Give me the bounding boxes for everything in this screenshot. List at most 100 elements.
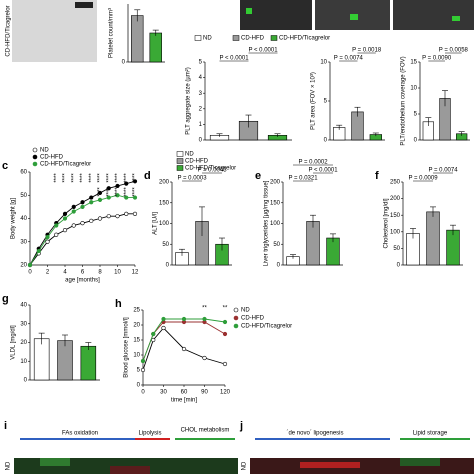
legend-label: ND [203,36,212,42]
y-tick-label: 10 [320,60,327,66]
data-point [80,221,85,226]
y-tick-label: 0 [24,378,28,384]
panel-letter: j [239,420,243,432]
significance-stars: **** [124,187,130,197]
y-axis-label: VLDL [mg/dl] [11,325,17,360]
group-label: ´de novo´ lipogenesis [286,431,343,437]
panel-letter: e [255,170,261,182]
data-point [222,319,228,325]
panel-letter: i [4,420,7,432]
y-tick-label: 2 [199,106,203,112]
bar [306,221,320,266]
data-point [27,262,33,268]
data-point [80,200,85,205]
y-tick-label: 10 [133,353,140,359]
x-tick-label: 0 [28,270,32,276]
data-point [97,197,103,202]
micrograph [240,0,312,30]
y-tick-label: 0 [122,60,126,66]
data-point [45,235,50,240]
y-tick-label: 0 [199,138,203,144]
group-label: Lipid storage [413,431,448,437]
data-point [151,331,156,337]
data-point [132,179,138,184]
significance-stars: **** [98,173,104,183]
micrograph [12,0,97,62]
y-tick-label: 0 [397,263,401,269]
significance-stars: **** [106,173,112,183]
data-point [115,183,120,189]
data-point [202,355,207,361]
y-tick-label: 0 [414,138,418,144]
legend-label: ND [241,308,250,314]
x-tick-label: 4 [63,270,67,276]
legend-swatch [176,165,184,171]
data-point [106,214,111,219]
legend-label: ND [40,148,49,154]
y-axis-label: ALT [U/l] [153,212,159,235]
y-axis-label: PLT aggregate size (µm²) [186,67,192,135]
legend-swatch [176,151,184,157]
data-point [106,195,111,200]
p-value: P = 0.0321 [288,176,318,182]
significance-stars: **** [80,173,86,183]
y-tick-label: 3 [199,91,203,97]
y-tick-label: 50 [273,242,280,248]
significance-stars: **** [133,173,139,183]
legend-swatch [194,35,202,41]
significance-stars: **** [98,187,104,197]
y-tick-label: 250 [390,180,401,186]
y-tick-label: 200 [159,180,170,186]
bar [33,338,50,381]
y-tick-label: 5 [199,60,203,66]
data-point [97,216,103,221]
legend-label: CD-HFD [185,159,209,165]
y-axis-label: Liver triglycerides [µg/mg tissue] [264,180,270,266]
data-point [161,325,166,331]
significance-stars: **** [115,187,121,197]
data-point [89,195,94,200]
y-axis-label: Cholesterol [mg/dl] [384,198,390,248]
legend-marker [233,315,239,321]
data-point [115,193,120,198]
legend-label: CD-HFD/Ticagrelor [40,162,91,168]
panel-letter: g [2,293,9,305]
legend-label: CD-HFD/Ticagrelor [185,166,236,172]
data-point [124,195,129,200]
y-tick-label: 15 [133,338,140,344]
p-value: P = 0.0043 [197,168,227,174]
y-tick-label: 0 [324,138,328,144]
p-value: P < 0.0001 [308,168,338,174]
y-tick-label: 15 [410,60,417,66]
y-tick-label: 150 [159,200,170,206]
data-point [181,346,187,352]
bar [426,211,440,266]
p-value: P = 0.0074 [334,56,364,62]
x-tick-label: 2 [46,270,50,276]
significance-stars: **** [124,173,130,183]
p-value: P < 0.0001 [248,48,278,54]
data-point [71,209,76,214]
y-tick-label: 1 [199,122,203,128]
group-label: FAs oxidation [62,431,98,437]
legend-marker [233,323,239,329]
y-tick-label: 150 [390,213,401,219]
legend-label: CD-HFD/Ticagrelor [241,324,292,330]
y-tick-label: 25 [133,308,140,314]
p-value: P = 0.0018 [352,48,382,54]
bar [80,345,97,381]
data-point [140,358,146,364]
platelet-stain [350,14,358,20]
data-point [181,316,187,322]
row-label: ND [6,461,12,470]
y-tick-label: 60 [20,170,27,176]
x-tick-label: 0 [141,390,145,396]
platelet-stain [246,8,252,14]
data-point [89,200,94,205]
platelet-stain [452,16,460,21]
legend-marker [32,147,38,153]
y-axis-label: Body weight [g] [11,198,17,239]
micrograph [393,0,474,30]
data-point [62,216,68,221]
